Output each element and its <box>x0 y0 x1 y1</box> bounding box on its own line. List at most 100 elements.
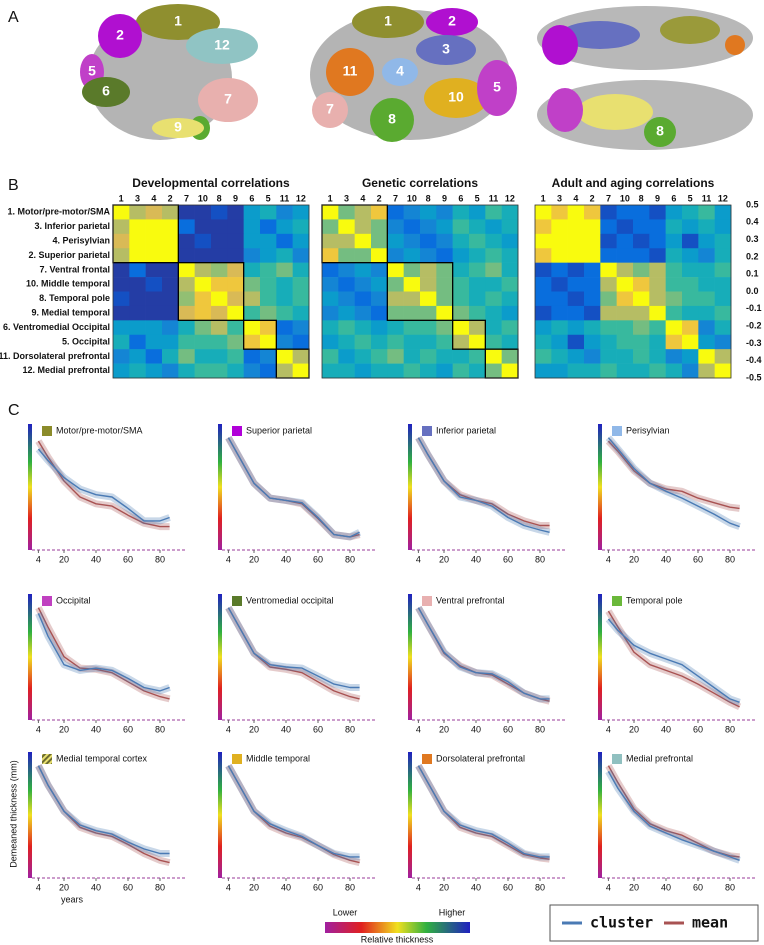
heatmap-cell <box>403 205 421 220</box>
heatmap-cell <box>682 277 699 292</box>
heatmap-cell <box>501 248 519 263</box>
heatmap-cell <box>420 305 437 321</box>
heatmap-cell <box>501 219 519 235</box>
heatmap-cell <box>485 262 502 278</box>
heatmap-cell <box>682 219 699 235</box>
heatmap-cell <box>194 305 212 321</box>
heatmap-cell <box>292 334 310 350</box>
x-tick-label: 20 <box>629 724 639 734</box>
plot-colorbar <box>218 752 222 878</box>
heatmap-cell <box>436 205 453 220</box>
x-tick-label: 80 <box>345 554 355 564</box>
heatmap-cell <box>113 349 130 364</box>
heatmap-cell <box>194 248 212 263</box>
column-label: 11 <box>702 193 712 203</box>
heatmap-cell <box>682 233 699 249</box>
heatmap-cell <box>145 349 163 364</box>
line-0 <box>607 437 740 528</box>
heatmap-cell <box>616 277 634 292</box>
heatmap-cell <box>211 320 228 336</box>
line-1 <box>607 765 740 858</box>
heatmap-cell <box>371 248 388 263</box>
heatmap-cell <box>535 277 552 292</box>
heatmap-cell <box>227 320 244 336</box>
heatmap-cell <box>682 334 699 350</box>
line-1 <box>417 765 550 860</box>
heatmap-cell <box>485 349 502 364</box>
heatmap-cell <box>633 291 650 307</box>
heatmap-cell <box>403 291 421 307</box>
heatmap-cell <box>292 305 310 321</box>
heatmap-cell <box>371 305 388 321</box>
heatmap-cell <box>436 363 453 379</box>
heatmap-cell <box>452 262 470 278</box>
heatmap-cell <box>633 262 650 278</box>
heatmap-cell <box>129 349 146 364</box>
confidence-band <box>415 435 551 536</box>
plot-colorbar <box>598 424 602 550</box>
matrix-title: Adult and aging correlations <box>552 176 715 190</box>
x-tick-label: 20 <box>439 554 449 564</box>
confidence-band <box>605 435 741 530</box>
heatmap-cell <box>551 334 568 350</box>
heatmap-cell <box>485 248 502 263</box>
heatmap-cell <box>616 363 634 379</box>
heatmap-cell <box>292 219 310 235</box>
heatmap-cell <box>535 262 552 278</box>
heatmap-cell <box>714 277 732 292</box>
heatmap-cell <box>322 205 339 220</box>
confidence-band <box>415 763 551 863</box>
heatmap-cell <box>436 334 453 350</box>
plot-colorbar <box>28 752 32 878</box>
line-1 <box>227 437 360 538</box>
line-1 <box>417 607 550 702</box>
heatmap-cell <box>145 248 163 263</box>
heatmap-cell <box>469 219 486 235</box>
heatmap-cell <box>535 205 552 220</box>
plot-title: Ventromedial occipital <box>246 595 334 605</box>
heatmap-cell <box>665 320 683 336</box>
heatmap-cell <box>501 363 519 379</box>
heatmap-cell <box>227 233 244 249</box>
heatmap-cell <box>178 277 195 292</box>
brain-region <box>198 78 258 122</box>
x-tick-label: 60 <box>313 882 323 892</box>
colorbar-tick-label: 0.1 <box>746 269 759 279</box>
x-tick-label: 40 <box>661 554 671 564</box>
heatmap-cell <box>600 248 617 263</box>
heatmap-cell <box>338 233 355 249</box>
heatmap-cell <box>276 320 293 336</box>
plot-title: Motor/pre-motor/SMA <box>56 425 143 435</box>
x-tick-label: 40 <box>91 554 101 564</box>
heatmap-cell <box>387 349 404 364</box>
heatmap-cell <box>113 219 130 235</box>
x-tick-label: 60 <box>313 554 323 564</box>
heatmap-cell <box>129 305 146 321</box>
line-0 <box>417 765 550 858</box>
heatmap-cell <box>567 305 585 321</box>
heatmap-cell <box>633 320 650 336</box>
matrix-frame <box>112 204 310 379</box>
heatmap-cell <box>501 233 519 249</box>
x-tick-label: 60 <box>693 554 703 564</box>
panel-label: A <box>8 9 19 26</box>
x-tick-label: 4 <box>416 724 421 734</box>
heatmap-cell <box>403 233 421 249</box>
line-1 <box>607 440 740 510</box>
heatmap-cell <box>338 363 355 379</box>
x-tick-label: 40 <box>281 882 291 892</box>
heatmap-cell <box>292 277 310 292</box>
confidence-band <box>35 439 170 531</box>
heatmap-cell <box>584 277 601 292</box>
region-swatch <box>422 596 432 606</box>
heatmap-cell <box>665 248 683 263</box>
heatmap-cell <box>387 233 404 249</box>
heatmap-cell <box>436 233 453 249</box>
heatmap-cell <box>162 291 179 307</box>
plot-colorbar <box>408 594 412 720</box>
column-label: 2 <box>590 193 595 203</box>
heatmap-cell <box>243 320 261 336</box>
region-swatch <box>42 426 52 436</box>
brain-region <box>426 8 478 36</box>
heatmap-cell <box>600 262 617 278</box>
